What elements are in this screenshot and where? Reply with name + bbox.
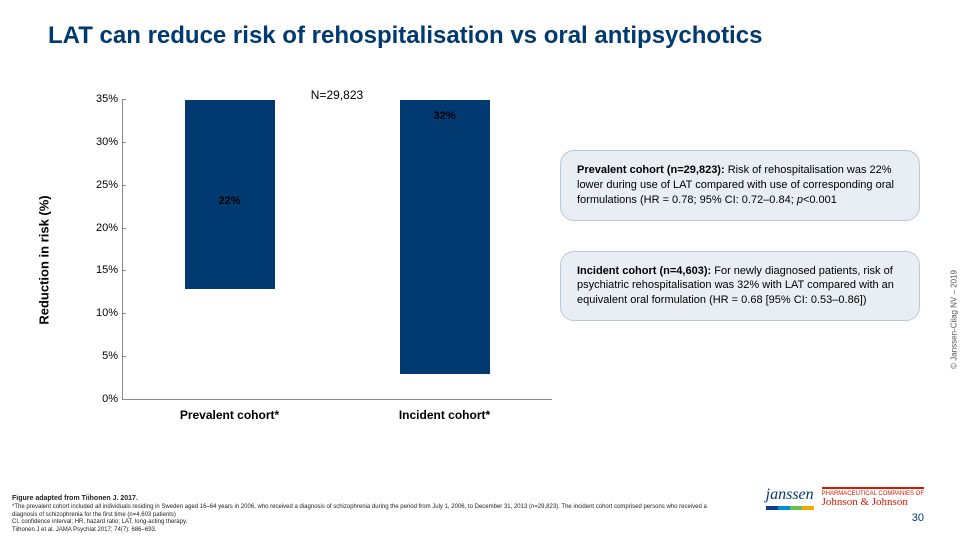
bar — [400, 100, 490, 374]
bars-container: 22%Prevalent cohort* 32%Incident cohort* — [122, 100, 552, 400]
bar-slot: 22%Prevalent cohort* — [170, 100, 290, 400]
y-tick-label: 0% — [102, 393, 118, 405]
janssen-logo: janssen PHARMACEUTICAL COMPANIES OF John… — [766, 486, 924, 510]
slide-title: LAT can reduce risk of rehospitalisation… — [48, 22, 808, 51]
y-tick-label: 20% — [96, 222, 118, 234]
y-tick-label: 35% — [96, 93, 118, 105]
janssen-text: janssen — [766, 486, 814, 503]
y-tick-label: 5% — [102, 350, 118, 362]
bar-slot: 32%Incident cohort* — [385, 100, 505, 400]
footnotes: Figure adapted from Tiihonen J. 2017. *T… — [12, 495, 732, 534]
callout-column: Prevalent cohort (n=29,823): Risk of reh… — [560, 150, 920, 321]
callout-box: Prevalent cohort (n=29,823): Risk of reh… — [560, 150, 920, 221]
logo-bar-segment — [778, 506, 790, 510]
logo-bar-segment — [802, 506, 814, 510]
plot-area: N=29,823 22%Prevalent cohort*32%Incident… — [122, 100, 552, 400]
logo-bar-segment — [766, 506, 778, 510]
y-tick-label: 15% — [96, 264, 118, 276]
copyright-text: © Janssen-Cilag NV – 2019 — [950, 270, 959, 369]
y-tick-label: 10% — [96, 307, 118, 319]
page-number: 30 — [912, 512, 924, 524]
abbreviations-line: CI, confidence interval; HR, hazard rati… — [12, 519, 732, 527]
bar — [185, 100, 275, 289]
bar-value-label: 32% — [433, 110, 455, 122]
bar-value-label: 22% — [218, 195, 240, 207]
x-category-label: Prevalent cohort* — [150, 408, 310, 422]
janssen-wordmark: janssen — [766, 486, 814, 510]
janssen-color-bar — [766, 506, 814, 510]
logo-bar-segment — [790, 506, 802, 510]
y-axis-label: Reduction in risk (%) — [37, 195, 52, 324]
y-tick-label: 25% — [96, 179, 118, 191]
jnj-name: Johnson & Johnson — [822, 497, 924, 509]
jnj-tag: PHARMACEUTICAL COMPANIES OF Johnson & Jo… — [822, 487, 924, 509]
figure-source-line: Figure adapted from Tiihonen J. 2017. — [12, 495, 732, 504]
callout-box: Incident cohort (n=4,603): For newly dia… — [560, 251, 920, 322]
x-category-label: Incident cohort* — [365, 408, 525, 422]
bar-chart: Reduction in risk (%) N=29,823 22%Preval… — [48, 100, 568, 420]
y-tick-label: 30% — [96, 136, 118, 148]
reference-line: Tiihonen J et al. JAMA Psychiat 2017; 74… — [12, 527, 732, 535]
cohort-note: *The prevalent cohort included all indiv… — [12, 504, 732, 519]
